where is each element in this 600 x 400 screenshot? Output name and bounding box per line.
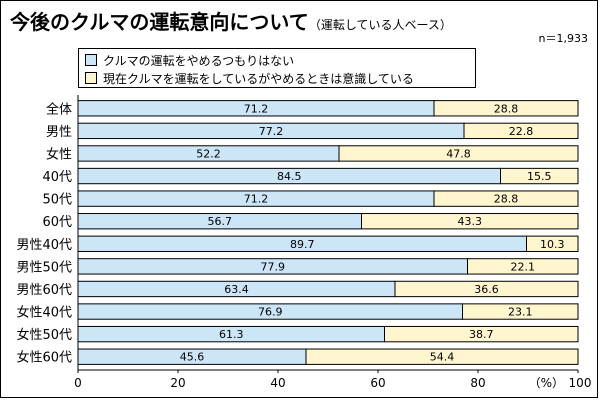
category-label: 男性40代: [16, 238, 72, 253]
category-label: 男性50代: [16, 260, 72, 275]
data-label: 77.9: [261, 260, 286, 273]
category-label: 60代: [42, 215, 72, 230]
x-tick-label: 0: [74, 376, 82, 390]
data-label: 76.9: [258, 306, 283, 319]
data-label: 28.8: [494, 193, 519, 206]
data-label: 45.6: [180, 351, 205, 364]
legend-swatch-considering-stopping: [85, 72, 97, 84]
chart-title: 今後のクルマの運転意向について（運転している人ベース）: [10, 6, 452, 35]
data-label: 22.8: [509, 125, 534, 138]
bar-segment-series-2: [462, 303, 579, 320]
legend-item-considering-stopping: 現在クルマを運転をしているがやめるときは意識している: [85, 70, 414, 86]
data-label: 89.7: [290, 238, 315, 251]
bar-segment-series-2: [338, 145, 579, 162]
bar-segment-series-2: [305, 348, 579, 365]
data-label: 77.2: [259, 125, 284, 138]
data-label: 63.4: [224, 283, 249, 296]
data-label: 22.1: [511, 260, 536, 273]
data-label: 71.2: [244, 193, 269, 206]
data-label: 84.5: [277, 170, 302, 183]
data-label: 23.1: [508, 306, 533, 319]
category-label: 男性: [46, 125, 72, 140]
data-label: 52.2: [196, 147, 221, 160]
data-label: 54.4: [430, 351, 455, 364]
legend-label-no-intent-to-stop: クルマの運転をやめるつもりはない: [103, 53, 295, 68]
legend-item-no-intent-to-stop: クルマの運転をやめるつもりはない: [85, 52, 294, 68]
chart-title-text: 今後のクルマの運転意向について: [10, 10, 309, 34]
bar-segment-series-2: [433, 100, 579, 117]
sample-size: n＝1,933: [538, 32, 588, 45]
category-label: 男性60代: [16, 283, 72, 298]
chart-subtitle: （運転している人ベース）: [308, 18, 452, 32]
legend: クルマの運転をやめるつもりはない 現在クルマを運転をしているがやめるときは意識し…: [78, 48, 476, 88]
category-label: 50代: [42, 193, 72, 208]
legend-swatch-no-intent-to-stop: [85, 54, 97, 66]
data-label: 61.3: [219, 328, 244, 341]
x-tick-label: 100: [569, 376, 592, 390]
x-unit-label: （%）: [529, 376, 564, 390]
x-tick-label: 60: [370, 376, 385, 390]
x-tick-label: 20: [170, 376, 185, 390]
data-label: 10.3: [540, 238, 565, 251]
x-tick-label: 80: [470, 376, 485, 390]
data-label: 56.7: [208, 215, 233, 228]
bar-segment-series-2: [361, 213, 579, 230]
legend-label-considering-stopping: 現在クルマを運転をしているがやめるときは意識している: [103, 71, 414, 86]
bar-segment-series-2: [394, 280, 579, 298]
category-label: 40代: [42, 170, 72, 185]
category-label: 女性40代: [16, 305, 72, 321]
category-label: 女性50代: [16, 327, 72, 343]
data-label: 47.8: [446, 147, 471, 160]
data-label: 28.8: [494, 102, 519, 115]
category-label: 女性60代: [16, 350, 72, 366]
data-label: 43.3: [458, 215, 483, 228]
category-label: 女性: [46, 146, 72, 162]
bar-segment-series-2: [384, 325, 579, 343]
data-label: 38.7: [469, 328, 494, 341]
data-label: 71.2: [244, 102, 269, 115]
category-label: 全体: [46, 101, 72, 117]
bar-segment-series-2: [463, 122, 579, 140]
bar-segment-series-2: [467, 258, 579, 275]
x-tick-label: 40: [270, 376, 285, 390]
bar-segment-series-2: [500, 167, 579, 185]
data-label: 36.6: [474, 283, 499, 296]
bar-segment-series-2: [433, 190, 579, 207]
bar-segment-series-2: [526, 235, 579, 252]
data-label: 15.5: [527, 170, 552, 183]
